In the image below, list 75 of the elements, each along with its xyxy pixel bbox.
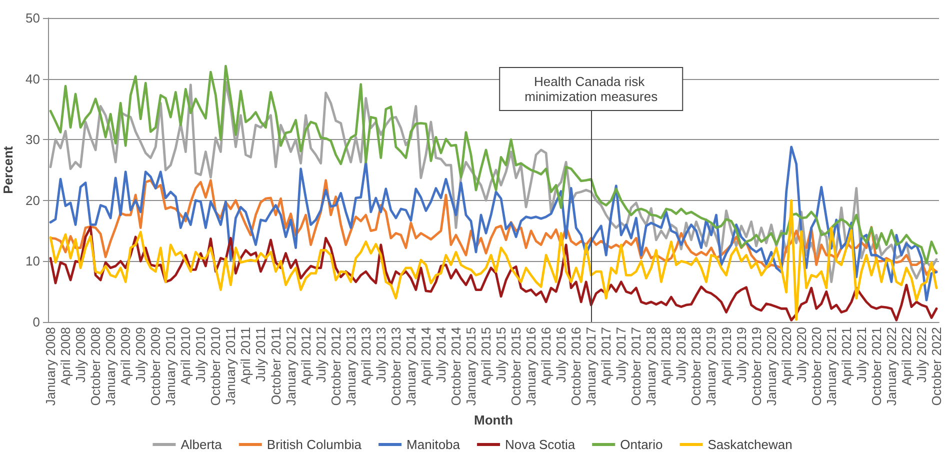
x-tick-label: October 2017 xyxy=(628,327,644,406)
y-tick-label: 30 xyxy=(26,132,40,148)
x-tick-label: April 2011 xyxy=(238,327,254,385)
x-tick-label: October 2015 xyxy=(508,327,524,406)
x-tick-label: July 2014 xyxy=(433,327,448,383)
x-tick-label: April 2009 xyxy=(118,327,134,386)
x-tick-label: January 2016 xyxy=(524,327,539,406)
y-tick-label: 20 xyxy=(26,192,40,208)
y-tick-label: 0 xyxy=(32,314,40,330)
x-tick-label: April 2019 xyxy=(718,327,734,386)
x-tick-label: April 2016 xyxy=(538,327,554,386)
x-tick-label: January 2008 xyxy=(43,327,58,406)
x-tick-label: April 2017 xyxy=(598,327,614,386)
x-tick-label: January 2012 xyxy=(283,327,298,406)
x-tick-label: July 2021 xyxy=(854,327,869,383)
x-tick-label: April 2008 xyxy=(58,327,74,386)
x-tick-label: April 2013 xyxy=(358,327,374,386)
y-axis-title: Percent xyxy=(0,145,16,194)
x-tick-label: July 2017 xyxy=(614,327,629,383)
x-tick-label: October 2019 xyxy=(748,327,764,406)
x-tick-label: January 2021 xyxy=(824,327,839,406)
x-tick-label: July 2018 xyxy=(674,327,689,383)
x-tick-label: October 2018 xyxy=(688,327,704,406)
y-tick-label: 40 xyxy=(26,71,40,86)
x-tick-label: April 2015 xyxy=(478,327,494,386)
x-tick-label: July 2009 xyxy=(133,327,148,383)
legend-label: Manitoba xyxy=(406,437,461,452)
x-tick-label: January 2011 xyxy=(223,327,238,405)
x-tick-label: October 2020 xyxy=(808,327,824,406)
x-tick-label: July 2016 xyxy=(554,327,569,383)
x-tick-label: July 2011 xyxy=(253,327,268,382)
ref-line-label: Health Canada risk minimization measures xyxy=(524,74,658,104)
x-tick-label: January 2013 xyxy=(343,327,358,406)
legend-label: British Columbia xyxy=(266,437,362,452)
x-tick-label: January 2009 xyxy=(103,327,118,406)
x-tick-label: October 2013 xyxy=(388,327,404,406)
x-tick-label: January 2019 xyxy=(704,327,719,406)
x-tick-label: July 2008 xyxy=(73,327,88,383)
x-tick-label: July 2010 xyxy=(193,327,208,383)
x-tick-label: January 2018 xyxy=(644,327,659,406)
x-tick-label: April 2022 xyxy=(898,327,914,386)
x-tick-label: October 2010 xyxy=(208,327,224,406)
x-tick-label: October 2016 xyxy=(568,327,584,406)
x-tick-label: July 2012 xyxy=(313,327,328,383)
x-tick-label: October 2022 xyxy=(928,327,944,406)
legend-label: Ontario xyxy=(620,437,663,452)
x-tick-label: July 2020 xyxy=(794,327,809,383)
x-tick-label: April 2014 xyxy=(418,327,434,386)
x-tick-label: April 2010 xyxy=(178,327,194,386)
x-tick-label: October 2014 xyxy=(448,327,464,406)
x-tick-label: January 2017 xyxy=(584,327,599,406)
x-axis-title: Month xyxy=(474,412,514,428)
x-tick-label: July 2019 xyxy=(734,327,749,383)
x-tick-label: October 2012 xyxy=(328,327,344,406)
x-tick-label: January 2010 xyxy=(163,327,178,406)
x-tick-label: July 2013 xyxy=(373,327,388,383)
x-tick-label: April 2012 xyxy=(298,327,314,386)
x-tick-label: January 2020 xyxy=(764,327,779,406)
y-tick-label: 50 xyxy=(26,10,40,26)
legend-label: Saskatchewan xyxy=(708,437,792,452)
x-tick-label: January 2015 xyxy=(463,327,478,406)
x-tick-label: January 2014 xyxy=(403,327,418,406)
x-tick-label: October 2011 xyxy=(268,327,284,405)
x-tick-label: April 2018 xyxy=(658,327,674,386)
x-tick-label: October 2008 xyxy=(88,327,104,406)
x-tick-label: July 2015 xyxy=(494,327,509,383)
x-tick-label: October 2021 xyxy=(868,327,884,406)
y-tick-label: 10 xyxy=(26,254,40,269)
x-tick-label: April 2021 xyxy=(838,327,854,386)
x-tick-label: July 2022 xyxy=(914,327,929,383)
legend-label: Alberta xyxy=(180,437,223,452)
legend-label: Nova Scotia xyxy=(505,437,576,452)
x-tick-label: October 2009 xyxy=(148,327,164,406)
x-tick-label: April 2020 xyxy=(778,327,794,386)
x-tick-label: January 2022 xyxy=(884,327,899,406)
